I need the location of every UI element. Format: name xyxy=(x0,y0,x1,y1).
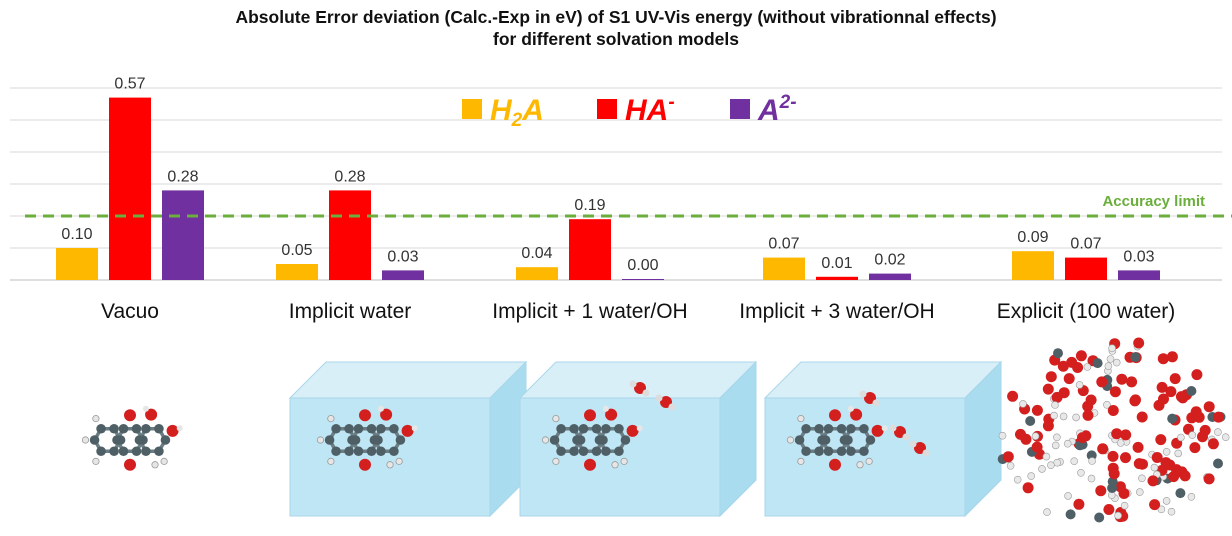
value-label: 0.10 xyxy=(61,226,92,243)
bar-a-0 xyxy=(162,190,204,280)
anthraquinone-molecule xyxy=(541,380,676,471)
bar-h-0 xyxy=(56,248,98,280)
value-label: 0.28 xyxy=(167,168,198,185)
water-cluster xyxy=(997,337,1230,523)
solvent-box xyxy=(763,360,1003,518)
category-labels: Vacuo Implicit water Implicit + 1 water/OH… xyxy=(101,300,1175,323)
value-label: 0.02 xyxy=(874,252,905,269)
chart-title-line2: for different solvation models xyxy=(493,29,739,49)
category-label: Explicit (100 water) xyxy=(997,300,1176,323)
bar-ha-3 xyxy=(816,276,858,280)
chart-title: Absolute Error deviation (Calc.-Exp in e… xyxy=(0,6,1232,50)
bar-h-2 xyxy=(516,267,558,280)
chart-title-line1: Absolute Error deviation (Calc.-Exp in e… xyxy=(235,7,997,27)
category-label: Implicit + 3 water/OH xyxy=(739,300,934,323)
bar-a-4 xyxy=(1118,270,1160,280)
value-label: 0.05 xyxy=(281,242,312,259)
bar-ha-0 xyxy=(109,97,151,280)
anthraquinone-molecule xyxy=(786,390,930,471)
value-label: 0.04 xyxy=(521,245,552,262)
bars xyxy=(56,97,1160,280)
value-label: 0.03 xyxy=(387,248,418,265)
category-label: Implicit + 1 water/OH xyxy=(492,300,687,323)
legend-label-ha: HA- xyxy=(625,92,675,127)
legend-swatch-a xyxy=(730,99,750,119)
accuracy-limit: Accuracy limit xyxy=(25,193,1232,218)
water-molecule xyxy=(909,440,930,457)
legend-label-h: H2A xyxy=(490,94,544,131)
value-labels: 0.10 0.05 0.04 0.07 0.09 0.57 0.28 0.19 0.01 0.07… xyxy=(61,76,1154,274)
bar-h-1 xyxy=(276,264,318,280)
value-label: 0.07 xyxy=(1070,236,1101,253)
water-molecule xyxy=(655,394,676,411)
legend-swatch-h xyxy=(462,99,482,119)
molecule-illustrations xyxy=(81,337,1230,523)
water-molecule xyxy=(889,424,910,441)
anthraquinone-molecule xyxy=(81,405,183,471)
value-label: 0.00 xyxy=(627,257,658,274)
value-label: 0.09 xyxy=(1017,229,1048,246)
bar-ha-1 xyxy=(329,190,371,280)
accuracy-limit-label: Accuracy limit xyxy=(1102,193,1205,210)
water-molecule xyxy=(859,390,880,407)
legend-swatch-ha xyxy=(597,99,617,119)
bar-ha-2 xyxy=(569,219,611,280)
bar-a-3 xyxy=(869,273,911,280)
legend: H2A HA- A2- xyxy=(462,92,797,131)
category-label: Implicit water xyxy=(289,300,412,323)
value-label: 0.07 xyxy=(768,236,799,253)
legend-label-a: A2- xyxy=(757,92,797,127)
water-molecule xyxy=(629,380,650,397)
category-label: Vacuo xyxy=(101,300,159,323)
value-label: 0.03 xyxy=(1123,248,1154,265)
anthraquinone-molecule xyxy=(316,405,418,471)
bar-h-3 xyxy=(763,257,805,280)
value-label: 0.28 xyxy=(334,168,365,185)
bar-a-2 xyxy=(622,279,664,280)
value-label: 0.19 xyxy=(574,197,605,214)
bar-h-4 xyxy=(1012,251,1054,280)
bar-a-1 xyxy=(382,270,424,280)
value-label: 0.57 xyxy=(114,76,145,93)
value-label: 0.01 xyxy=(821,255,852,272)
bar-ha-4 xyxy=(1065,257,1107,280)
